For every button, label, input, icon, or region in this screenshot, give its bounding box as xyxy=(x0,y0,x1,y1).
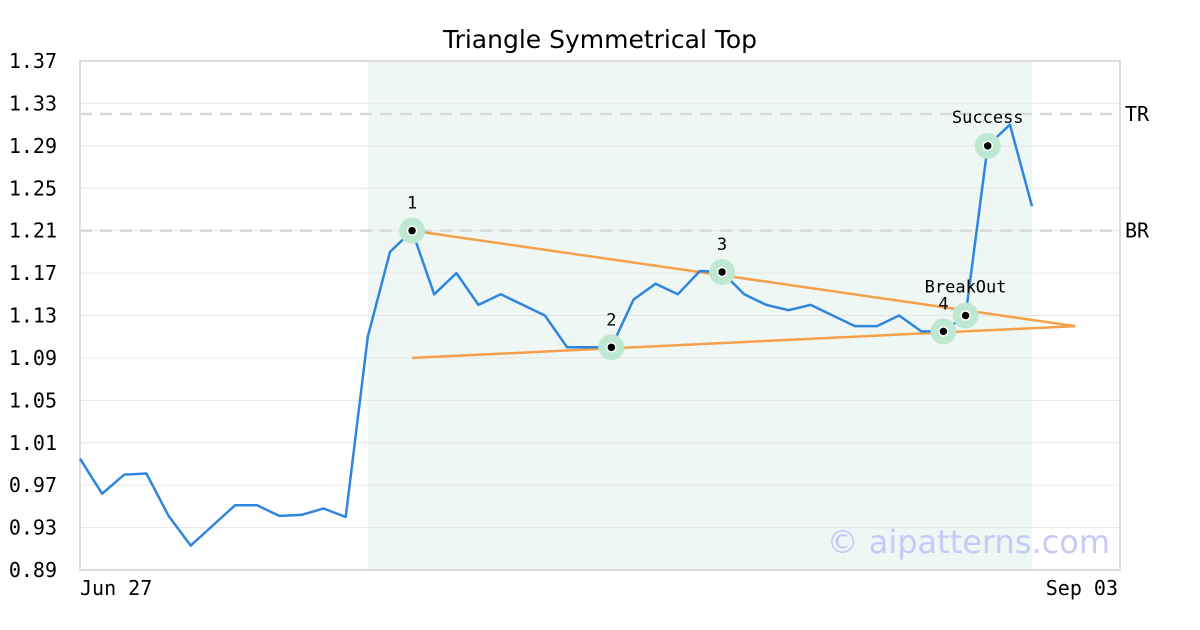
y-axis-ticks: 1.37 1.33 1.29 1.25 1.21 1.17 1.13 1.09 1.05 1.01… xyxy=(9,49,57,582)
y-tick-label: 1.29 xyxy=(9,134,57,158)
point-marker xyxy=(406,225,418,236)
point-label: 4 xyxy=(938,294,948,314)
chart-title: Triangle Symmetrical Top xyxy=(442,25,757,54)
y-tick-label: 1.05 xyxy=(9,388,57,412)
x-tick-label: Jun 27 xyxy=(80,576,152,600)
watermark: © aipatterns.com xyxy=(827,523,1110,561)
y-tick-label: 1.21 xyxy=(9,219,57,243)
x-tick-label: Sep 03 xyxy=(1046,576,1118,600)
y-tick-label: 1.01 xyxy=(9,431,57,455)
point-marker xyxy=(960,310,971,321)
reference-line-label: BR xyxy=(1125,219,1150,243)
y-tick-label: 1.17 xyxy=(9,261,57,285)
y-tick-label: 0.97 xyxy=(9,473,57,497)
reference-lines: TR BR xyxy=(80,102,1150,243)
y-tick-label: 0.89 xyxy=(9,558,57,582)
y-tick-label: 1.09 xyxy=(9,346,57,370)
plot-frame xyxy=(79,60,1121,571)
point-marker xyxy=(938,326,949,337)
point-label: 1 xyxy=(407,194,417,214)
point-marker xyxy=(606,342,617,353)
price-line xyxy=(78,123,1034,547)
y-tick-label: 1.37 xyxy=(9,49,57,73)
trendline xyxy=(412,324,1076,360)
point-marker xyxy=(716,266,728,278)
y-tick-label: 1.33 xyxy=(9,91,57,115)
point-label: 3 xyxy=(717,235,727,255)
point-marker xyxy=(982,140,993,152)
y-tick-label: 1.13 xyxy=(9,304,57,328)
point-label: 2 xyxy=(606,310,616,330)
y-tick-label: 1.25 xyxy=(9,176,57,200)
point-label: Success xyxy=(952,108,1024,128)
reference-line-label: TR xyxy=(1125,102,1150,126)
y-tick-label: 0.93 xyxy=(9,516,57,540)
point-label: BreakOut xyxy=(925,278,1007,298)
gridlines xyxy=(80,60,1120,571)
